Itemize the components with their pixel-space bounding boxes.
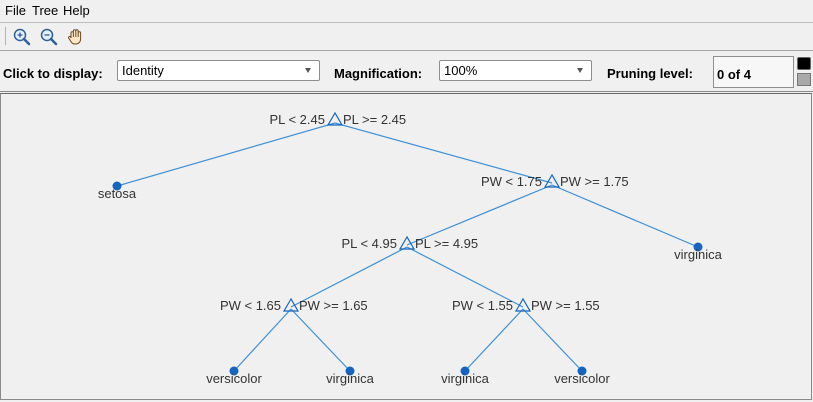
pruning-down-button[interactable] xyxy=(797,73,811,86)
branch-left-label: PW < 1.75 xyxy=(481,174,542,189)
leaf-node-icon[interactable] xyxy=(693,242,703,252)
branch-right-label: PW >= 1.55 xyxy=(531,298,600,313)
branch-right-label: PW >= 1.65 xyxy=(299,298,368,313)
pan-hand-icon xyxy=(68,29,82,45)
chevron-down-icon xyxy=(577,68,583,73)
leaf-label: setosa xyxy=(98,186,137,201)
pan-button[interactable] xyxy=(65,26,87,48)
pruning-up-button[interactable] xyxy=(797,57,811,70)
pruning-label: Pruning level: xyxy=(607,66,693,81)
tree-edge xyxy=(464,308,524,372)
menu-help[interactable]: Help xyxy=(63,3,90,18)
magnification-select-value: 100% xyxy=(444,63,478,78)
zoom-in-icon xyxy=(13,28,31,46)
leaf-label: virginica xyxy=(674,247,722,262)
tree-edge xyxy=(551,184,699,248)
tree-edge xyxy=(334,122,553,184)
branch-node-icon[interactable] xyxy=(326,111,344,126)
leaf-label: versicolor xyxy=(206,371,262,386)
menu-tree[interactable]: Tree xyxy=(32,3,59,18)
branch-left-label: PL < 4.95 xyxy=(341,236,397,251)
tree-edge xyxy=(290,246,408,308)
leaf-node-icon[interactable] xyxy=(112,181,122,191)
tree-edge xyxy=(116,122,336,187)
branch-left-label: PW < 1.55 xyxy=(452,298,513,313)
pruning-level-box: 0 of 4 xyxy=(713,56,794,88)
chevron-down-icon xyxy=(305,68,311,73)
zoom-out-button[interactable] xyxy=(38,26,60,48)
branch-right-label: PW >= 1.75 xyxy=(560,174,629,189)
leaf-label: versicolor xyxy=(554,371,610,386)
toolbar-separator xyxy=(5,27,6,45)
leaf-node-icon[interactable] xyxy=(577,366,587,376)
branch-node-icon[interactable] xyxy=(282,297,300,312)
tree-edge xyxy=(406,184,553,246)
branch-right-label: PL >= 2.45 xyxy=(343,112,406,127)
tree-edge xyxy=(290,308,351,372)
display-select-value: Identity xyxy=(122,63,164,78)
leaf-node-icon[interactable] xyxy=(345,366,355,376)
leaf-node-icon[interactable] xyxy=(460,366,470,376)
leaf-label: virginica xyxy=(326,371,374,386)
toolbar xyxy=(0,23,813,51)
tree-edge xyxy=(522,308,583,372)
menu-file[interactable]: File xyxy=(5,3,26,18)
zoom-in-button[interactable] xyxy=(11,26,33,48)
pruning-level-value: 0 of 4 xyxy=(717,67,751,82)
controls-panel: Click to display: Identity Magnification… xyxy=(0,51,813,92)
tree-edge xyxy=(406,246,524,308)
branch-right-label: PL >= 4.95 xyxy=(415,236,478,251)
branch-node-icon[interactable] xyxy=(514,297,532,312)
magnification-label: Magnification: xyxy=(334,66,423,81)
leaf-node-icon[interactable] xyxy=(229,366,239,376)
leaf-label: virginica xyxy=(441,371,489,386)
branch-left-label: PW < 1.65 xyxy=(220,298,281,313)
tree-diagram: PL < 2.45 PL >= 2.45 setosa PW < 1.75 PW >= … xyxy=(98,111,723,386)
branch-node-icon[interactable] xyxy=(543,173,561,188)
branch-left-label: PL < 2.45 xyxy=(269,112,325,127)
branch-node-icon[interactable] xyxy=(398,235,416,250)
tree-canvas[interactable]: PL < 2.45 PL >= 2.45 setosa PW < 1.75 PW >= … xyxy=(0,93,812,400)
magnification-select[interactable]: 100% xyxy=(439,60,592,81)
zoom-out-icon xyxy=(40,28,58,46)
display-label: Click to display: xyxy=(3,66,103,81)
menu-bar: File Tree Help xyxy=(0,0,813,23)
tree-edge xyxy=(233,308,292,372)
display-select[interactable]: Identity xyxy=(117,60,320,81)
